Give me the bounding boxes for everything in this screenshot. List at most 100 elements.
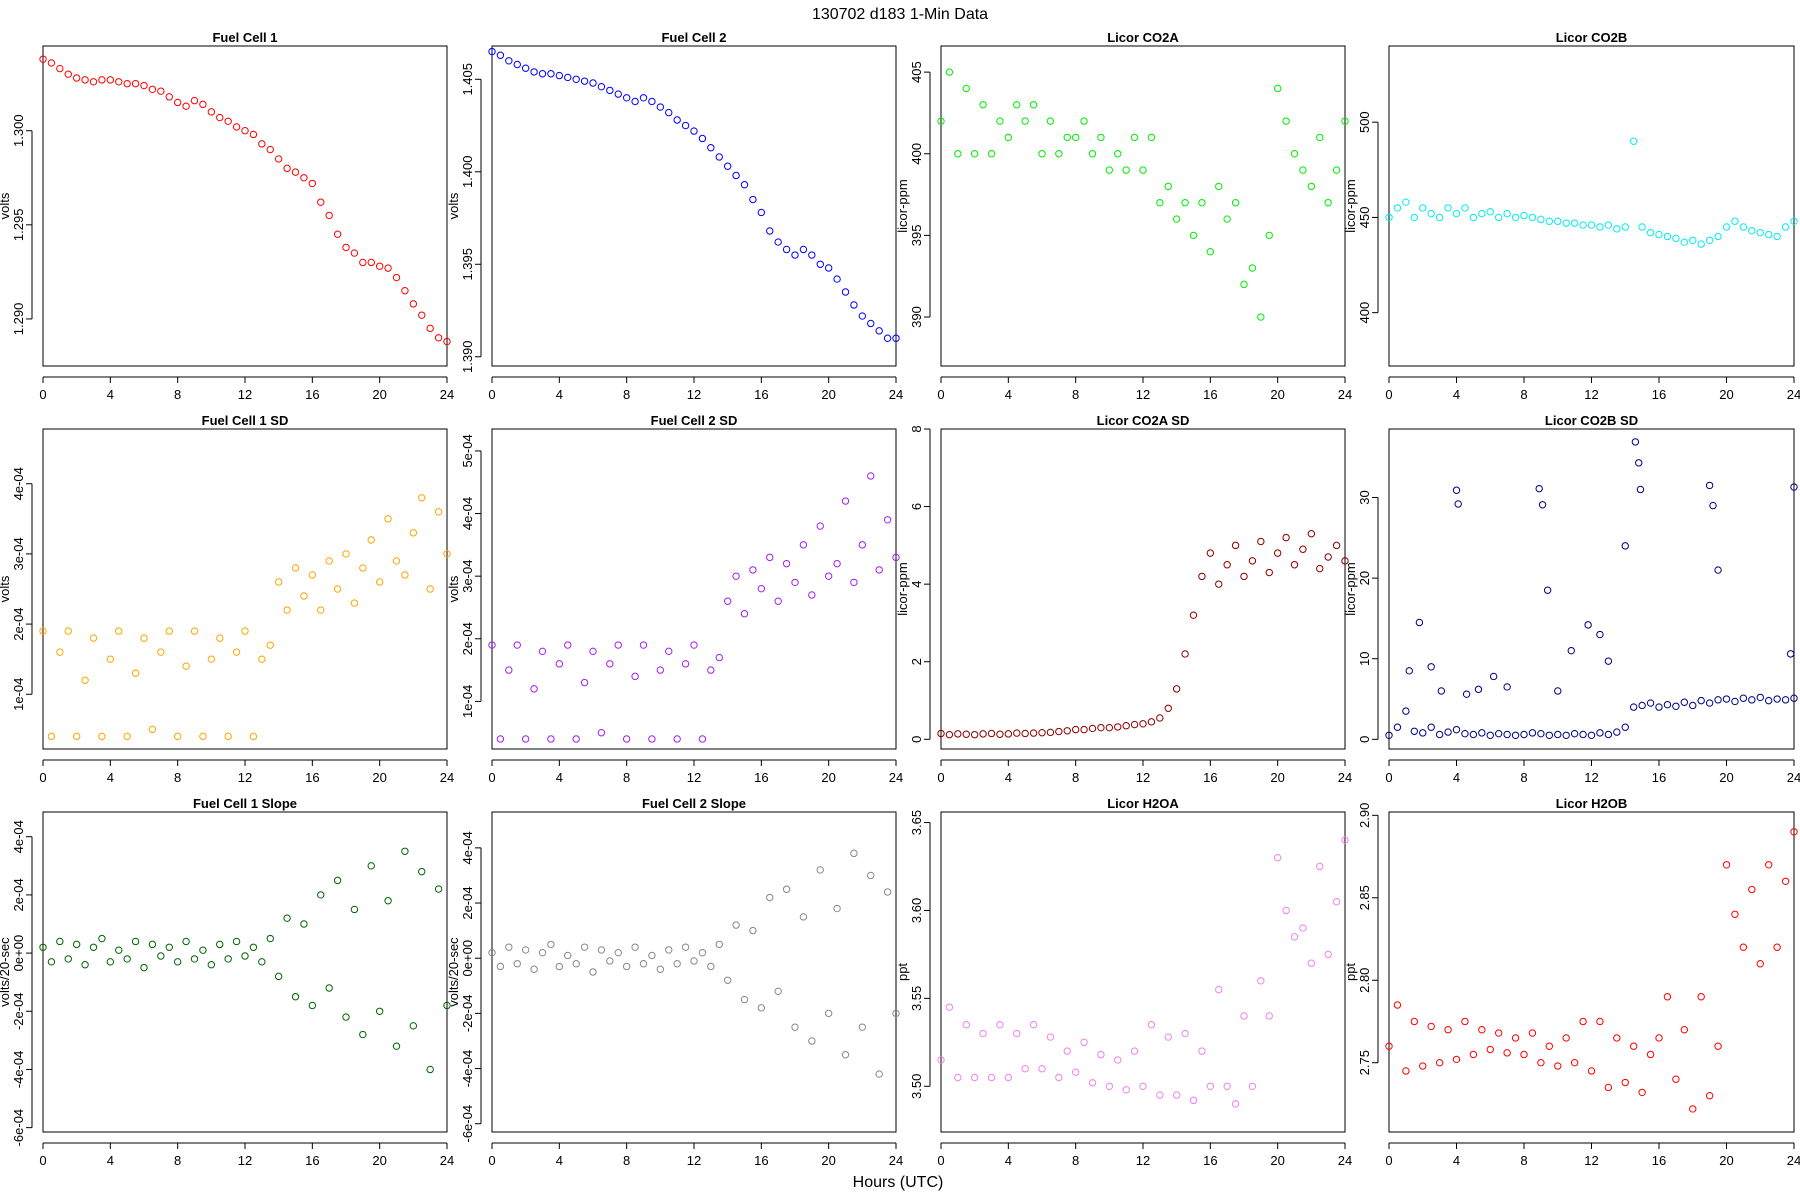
figure-xlabel: Hours (UTC) (853, 1174, 944, 1191)
data-point (123, 732, 131, 741)
x-tick-label: 8 (1072, 387, 1079, 402)
data-point (1307, 530, 1316, 538)
y-tick-label: 4e-04 (460, 831, 475, 864)
data-point (681, 660, 690, 668)
data-point (1257, 537, 1265, 546)
data-point (56, 648, 64, 656)
data-point (824, 1009, 833, 1018)
data-point (757, 208, 766, 217)
data-point (291, 993, 300, 1001)
panel-title: Fuel Cell 1 SD (202, 413, 289, 428)
data-point (774, 597, 782, 605)
data-point (1393, 204, 1402, 212)
data-point (1596, 630, 1604, 639)
data-point (1520, 1050, 1528, 1059)
data-point (954, 1073, 962, 1082)
data-point (1046, 728, 1055, 737)
data-point (1385, 731, 1393, 739)
plot-frame (491, 45, 897, 367)
data-point (987, 150, 996, 158)
data-point (224, 117, 232, 125)
data-point (1790, 694, 1798, 702)
data-point (1764, 696, 1773, 705)
x-tick-label: 12 (238, 387, 252, 402)
data-point (1579, 1017, 1587, 1026)
data-point (564, 641, 572, 649)
data-point (1147, 133, 1156, 142)
data-point (530, 68, 538, 76)
panel-title: Fuel Cell 2 (661, 30, 726, 45)
series-points (937, 836, 1349, 1108)
y-axis-label: volts/20-sec (446, 937, 461, 1007)
data-point (1341, 117, 1349, 125)
data-point (816, 866, 824, 874)
data-point (1672, 1075, 1680, 1083)
data-point (342, 550, 350, 558)
data-point (274, 578, 283, 586)
data-point (824, 572, 833, 580)
panel-8: Fuel Cell 1 Slope volts/20-sec 0 4 8 12 16 20 24… (0, 796, 454, 1168)
data-point (182, 937, 190, 946)
data-point (757, 584, 766, 593)
data-point (1454, 500, 1462, 508)
x-tick-label: 0 (39, 387, 46, 402)
data-point (1756, 228, 1764, 237)
data-point (547, 735, 555, 743)
y-tick-label: 1.400 (460, 156, 475, 189)
data-point (1029, 729, 1038, 737)
data-point (1638, 223, 1646, 231)
data-point (1790, 828, 1798, 836)
data-point (367, 536, 375, 544)
data-point (1215, 182, 1223, 191)
data-point (300, 920, 308, 928)
panel-title: Licor H2OB (1556, 796, 1628, 811)
data-point (224, 955, 232, 963)
data-point (317, 198, 325, 206)
x-tick-label: 20 (1719, 770, 1733, 785)
data-point (1781, 223, 1790, 231)
data-point (443, 1001, 451, 1010)
data-point (1172, 215, 1181, 223)
data-point (749, 926, 757, 935)
y-tick-label: 3e-04 (460, 560, 475, 593)
data-point (1341, 836, 1349, 844)
y-tick-label: 0 (909, 736, 924, 743)
series-points (488, 472, 900, 743)
data-point (723, 976, 732, 984)
data-point (833, 275, 841, 283)
data-point (1790, 217, 1798, 225)
panel-10: Licor H2OA ppt 0 4 8 12 16 20 24 3.50 3.55 3.60 3.65 (895, 796, 1352, 1168)
data-point (1714, 232, 1722, 241)
data-point (1631, 438, 1640, 446)
data-point (1689, 701, 1697, 710)
data-point (98, 934, 106, 943)
data-point (1554, 1062, 1562, 1070)
data-point (426, 1065, 434, 1074)
x-tick-label: 8 (1520, 1153, 1527, 1168)
data-point (1672, 702, 1680, 710)
y-tick-label: 2.90 (1357, 803, 1372, 828)
data-point (1215, 985, 1223, 994)
x-tick-label: 12 (1584, 387, 1598, 402)
x-tick-label: 16 (754, 770, 768, 785)
data-point (1427, 209, 1435, 218)
data-point (1554, 687, 1562, 695)
y-axis-label: licor-ppm (1343, 179, 1358, 232)
data-point (954, 150, 962, 158)
data-point (665, 946, 673, 954)
panel-title: Licor CO2A SD (1097, 413, 1190, 428)
data-point (698, 134, 707, 143)
data-point (1489, 672, 1498, 681)
data-point (521, 946, 530, 954)
series-points (39, 55, 451, 346)
data-point (1689, 236, 1697, 244)
data-point (39, 55, 47, 63)
data-point (538, 948, 547, 957)
series-points (1385, 137, 1798, 248)
data-point (325, 211, 333, 220)
x-tick-label: 20 (1270, 770, 1284, 785)
data-point (1004, 730, 1013, 738)
x-tick-label: 4 (1005, 387, 1012, 402)
data-point (622, 962, 631, 971)
data-point (418, 311, 426, 319)
